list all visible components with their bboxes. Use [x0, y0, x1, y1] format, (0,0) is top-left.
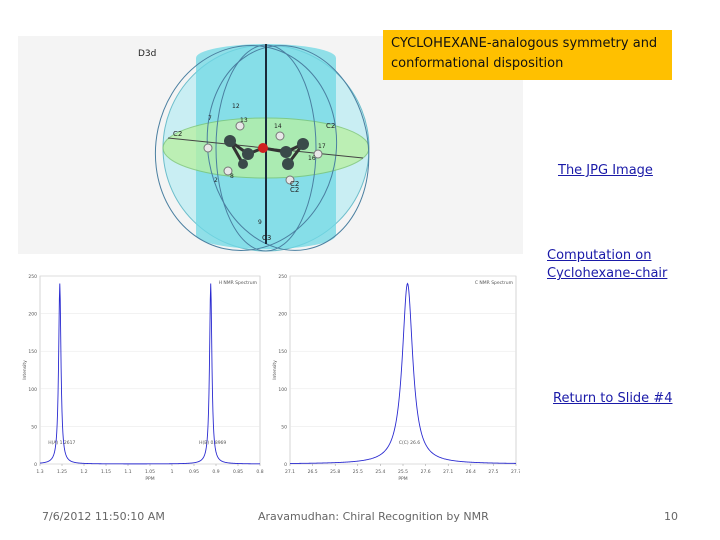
atom-number: 7 — [208, 115, 212, 122]
y-tick-label: 150 — [28, 349, 37, 355]
y-tick-label: 100 — [278, 387, 287, 393]
computation-link-line1[interactable]: Computation on — [547, 248, 652, 263]
x-tick-label: 1 — [171, 469, 174, 475]
y-tick-label: 0 — [34, 462, 37, 468]
y-tick-label: 250 — [28, 274, 37, 280]
x-tick-label: 26.5 — [308, 469, 318, 475]
molecule — [203, 121, 323, 185]
atom-number: 8 — [230, 173, 234, 180]
x-tick-label: 0.8 — [256, 469, 263, 475]
atom-number: 2 — [214, 177, 218, 184]
atom-number: 17 — [318, 143, 326, 150]
plot-area — [39, 275, 261, 465]
slide-title: CYCLOHEXANE-analogous symmetry and confo… — [383, 30, 672, 80]
spectrum-line — [289, 282, 517, 464]
x-tick-label: 26.4 — [466, 469, 476, 475]
y-tick-label: 200 — [278, 312, 287, 318]
x-tick-label: 0.9 — [212, 469, 219, 475]
x-tick-label: 25.5 — [353, 469, 363, 475]
point-group-label: D3d — [138, 49, 156, 59]
computation-link-line2[interactable]: Cyclohexane-chair — [547, 266, 668, 281]
meridian-line — [206, 45, 370, 251]
x-tick-label: 1.1 — [124, 469, 131, 475]
axis-label: C3 — [262, 234, 271, 242]
peak-label: H(B) 0.8969 — [199, 440, 226, 446]
footer-date: 7/6/2012 11:50:10 AM — [42, 510, 165, 523]
x-tick-label: 27.6 — [421, 469, 431, 475]
peak-label: C(C) 26.6 — [399, 440, 420, 446]
x-tick-label: 1.3 — [36, 469, 43, 475]
peak-label: H(A) 1.2617 — [48, 440, 75, 446]
axis-label: C2 — [290, 180, 299, 188]
x-tick-label: 27.1 — [285, 469, 295, 475]
atom-number: 12 — [232, 103, 240, 110]
jpg-image-link[interactable]: The JPG Image — [558, 163, 653, 178]
x-tick-label: 1.15 — [101, 469, 111, 475]
y-tick-label: 150 — [278, 349, 287, 355]
atom-number: 14 — [274, 123, 282, 130]
h-nmr-chart: 0 50 100 150 200 250 1.3 1.25 1.2 1.15 1.1 1.05 1 0.9… — [20, 268, 265, 488]
atom-number: 9 — [258, 219, 262, 226]
legend-text: H NMR Spectrum — [219, 280, 257, 286]
y-axis-label: Intensity — [272, 360, 278, 380]
axis-label: C2 — [290, 186, 299, 194]
x-axis-label: PPM — [398, 476, 407, 482]
x-tick-label: 25.5 — [398, 469, 408, 475]
x-tick-label: 27.1 — [443, 469, 453, 475]
x-tick-label: 25.4 — [375, 469, 385, 475]
computation-link[interactable]: Computation on Cyclohexane-chair — [547, 247, 667, 283]
footer-author: Aravamudhan: Chiral Recognition by NMR — [258, 510, 489, 523]
x-tick-label: 0.85 — [233, 469, 243, 475]
footer-page-number: 10 — [664, 510, 678, 523]
return-link[interactable]: Return to Slide #4 — [553, 391, 673, 406]
y-tick-label: 250 — [278, 274, 287, 280]
y-tick-label: 50 — [31, 424, 37, 430]
x-axis-label: PPM — [145, 476, 154, 482]
x-tick-label: 1.05 — [145, 469, 155, 475]
y-tick-label: 200 — [28, 312, 37, 318]
x-tick-label: 0.95 — [189, 469, 199, 475]
plot-area — [289, 275, 517, 465]
y-tick-label: 0 — [284, 462, 287, 468]
x-tick-label: 27.5 — [488, 469, 498, 475]
y-tick-label: 50 — [281, 424, 287, 430]
y-axis-label: Intensity — [22, 360, 28, 380]
x-tick-label: 1.2 — [80, 469, 87, 475]
c-nmr-chart: 0 50 100 150 200 250 27.1 26.5 25.8 25.5 25.4 25.5 2… — [268, 268, 521, 488]
atom-number: 13 — [240, 117, 248, 124]
x-tick-label: 1.25 — [57, 469, 67, 475]
x-tick-label: 27.7 — [511, 469, 520, 475]
y-tick-label: 100 — [28, 387, 37, 393]
axis-label: C2 — [173, 130, 182, 138]
x-tick-label: 25.8 — [330, 469, 340, 475]
atom-number: 16 — [308, 155, 316, 162]
spectrum-line — [39, 283, 260, 465]
axis-label: C2 — [326, 122, 335, 130]
legend-text: C NMR Spectrum — [475, 280, 513, 286]
